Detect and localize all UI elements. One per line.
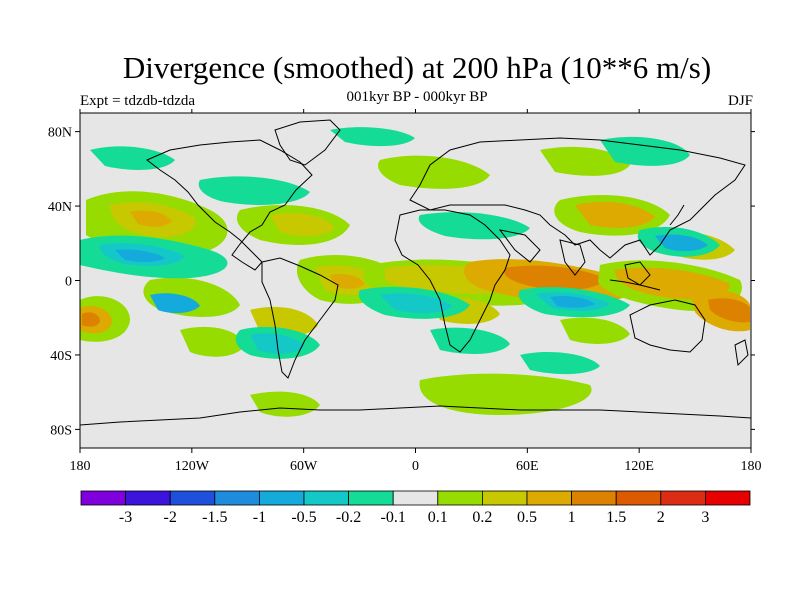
colorbar-swatch: [303, 490, 349, 506]
colorbar-label: 1.5: [606, 509, 626, 526]
chart-title: Divergence (smoothed) at 200 hPa (10**6 …: [122, 50, 712, 85]
colorbar-label: -0.2: [336, 509, 361, 526]
lat-tick-label: 80S: [50, 423, 72, 438]
colorbar-swatch: [125, 490, 171, 506]
colorbar-label: 1: [568, 509, 576, 526]
colorbar-label: -3: [119, 509, 132, 526]
colorbar-label: -0.5: [291, 509, 316, 526]
colorbar: -3 -2 -1.5 -1 -0.5 -0.2 -0.1 0.1 0.2 0.5 1 1.5 2 3: [80, 490, 751, 526]
lon-tick-label: 0: [412, 459, 419, 474]
colorbar-swatch: [348, 490, 394, 506]
lat-tick-label: 40S: [50, 349, 72, 364]
chart-subtitle: 001kyr BP - 000kyr BP: [346, 89, 488, 105]
colorbar-swatch: [615, 490, 662, 506]
colorbar-swatch: [80, 490, 126, 506]
positive-contours: [80, 146, 750, 417]
colorbar-label: 3: [701, 509, 709, 526]
colorbar-swatch: [437, 490, 483, 506]
lon-tick-label: 180: [741, 459, 762, 474]
longitude-axis: 180 120W 60W 0 60E 120E 180: [70, 109, 762, 474]
coastlines: [80, 119, 751, 426]
divergence-field: [80, 119, 751, 426]
colorbar-swatch: [705, 490, 751, 506]
lat-tick-label: 40N: [48, 200, 72, 215]
lon-tick-label: 60W: [290, 459, 318, 474]
lat-tick-label: 0: [65, 275, 72, 290]
colorbar-swatch: [481, 490, 528, 506]
colorbar-label: 0.2: [472, 509, 492, 526]
latitude-axis: 80N 40N 0 40S 80S: [48, 126, 755, 438]
colorbar-label: -2: [164, 509, 177, 526]
colorbar-label: -0.1: [381, 509, 406, 526]
colorbar-label: -1.5: [202, 509, 227, 526]
colorbar-label: -1: [253, 509, 266, 526]
colorbar-label: 2: [657, 509, 665, 526]
colorbar-swatch: [392, 490, 439, 506]
experiment-label: Expt = tdzdb-tdzda: [80, 93, 196, 109]
colorbar-swatch: [571, 490, 617, 506]
negative-contours: [80, 127, 720, 375]
lon-tick-label: 180: [70, 459, 91, 474]
colorbar-swatch: [214, 490, 260, 506]
colorbar-label: 0.1: [428, 509, 448, 526]
colorbar-swatch: [660, 490, 706, 506]
colorbar-label: 0.5: [517, 509, 537, 526]
lon-tick-label: 60E: [516, 459, 539, 474]
colorbar-swatch: [169, 490, 216, 506]
lon-tick-label: 120W: [175, 459, 210, 474]
lat-tick-label: 80N: [48, 126, 72, 141]
colorbar-swatch: [526, 490, 572, 506]
lon-tick-label: 120E: [624, 459, 654, 474]
colorbar-swatch: [258, 490, 305, 506]
season-label: DJF: [727, 93, 753, 109]
